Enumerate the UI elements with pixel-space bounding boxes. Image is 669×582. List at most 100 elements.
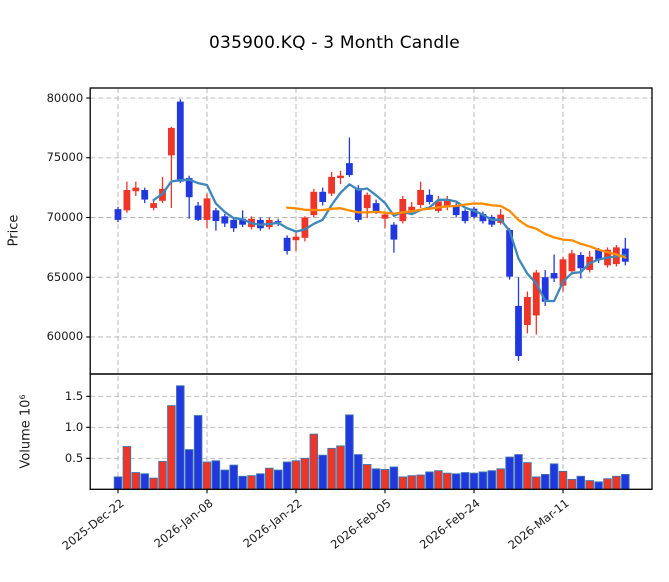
volume-bar bbox=[247, 475, 256, 490]
volume-bar bbox=[220, 469, 230, 490]
candle-body bbox=[150, 203, 157, 208]
candle-body bbox=[550, 273, 558, 279]
volume-bar bbox=[496, 468, 505, 490]
candle-body bbox=[123, 190, 131, 211]
volume-bar bbox=[282, 461, 292, 490]
candle-body bbox=[132, 187, 140, 192]
price-tick-label: 60000 bbox=[46, 329, 84, 344]
candle-body bbox=[328, 176, 335, 194]
candle-body bbox=[426, 194, 433, 202]
volume-bar bbox=[336, 445, 345, 490]
volume-bar bbox=[140, 473, 149, 490]
candle-body bbox=[479, 213, 487, 222]
candle-body bbox=[515, 305, 522, 357]
volume-bar bbox=[532, 476, 541, 490]
volume-bar bbox=[113, 476, 123, 490]
candle-body bbox=[506, 230, 513, 277]
candle-body bbox=[221, 216, 229, 224]
candle-body bbox=[461, 210, 469, 222]
candle-body bbox=[443, 198, 451, 208]
candle-body bbox=[435, 201, 442, 211]
candle-body bbox=[568, 253, 576, 272]
volume-bar bbox=[558, 470, 568, 490]
candle-body bbox=[230, 219, 238, 229]
price-tick-label: 75000 bbox=[46, 150, 84, 165]
candle-body bbox=[524, 296, 531, 326]
volume-bar bbox=[460, 472, 470, 490]
price-tick-label: 65000 bbox=[46, 269, 84, 284]
volume-bar bbox=[149, 477, 158, 490]
volume-bar bbox=[345, 414, 354, 490]
candle-body bbox=[203, 198, 211, 220]
volume-bar bbox=[612, 475, 621, 490]
candle-body bbox=[372, 203, 380, 211]
candle-body bbox=[212, 210, 220, 222]
candle-body bbox=[114, 209, 122, 220]
candle-body bbox=[559, 259, 567, 286]
volume-bar bbox=[603, 478, 612, 490]
volume-bar bbox=[621, 473, 630, 490]
volume-bar bbox=[469, 472, 479, 490]
volume-bar bbox=[131, 472, 141, 490]
candle-body bbox=[346, 163, 353, 176]
candle-body bbox=[176, 101, 184, 182]
volume-bar bbox=[594, 481, 603, 490]
volume-bar bbox=[211, 460, 221, 490]
candle-body bbox=[337, 175, 344, 179]
volume-bar bbox=[167, 405, 176, 490]
volume-bar bbox=[425, 471, 434, 490]
candle-body bbox=[239, 218, 246, 225]
volume-bar bbox=[407, 475, 416, 490]
volume-bar bbox=[443, 472, 452, 490]
volume-bar bbox=[416, 474, 425, 490]
price-axis-label: Price bbox=[6, 214, 22, 247]
candle-body bbox=[319, 191, 327, 202]
candle-body bbox=[194, 205, 202, 220]
volume-bar bbox=[122, 446, 132, 490]
volume-bar bbox=[318, 454, 327, 490]
ma5-line bbox=[152, 178, 627, 303]
candle-body bbox=[399, 198, 407, 222]
candle-body bbox=[390, 224, 398, 240]
volume-bar bbox=[380, 469, 390, 490]
price-tick-label: 80000 bbox=[46, 90, 84, 105]
candle-body bbox=[452, 205, 460, 216]
volume-bar bbox=[291, 460, 301, 490]
volume-bar bbox=[184, 449, 194, 490]
volume-bar bbox=[505, 456, 514, 490]
volume-bar bbox=[309, 433, 319, 490]
volume-bar bbox=[371, 468, 381, 490]
chart-title: 035900.KQ - 3 Month Candle bbox=[209, 33, 460, 53]
volume-bar bbox=[478, 471, 488, 490]
volume-bar bbox=[327, 447, 336, 490]
volume-bar bbox=[362, 464, 372, 490]
volume-bar bbox=[176, 385, 185, 490]
volume-bar bbox=[158, 460, 167, 490]
volume-bar bbox=[256, 473, 265, 490]
volume-bar bbox=[585, 480, 594, 490]
volume-tick-label: 1.5 bbox=[64, 388, 84, 403]
candle-body bbox=[577, 255, 585, 269]
candle-body bbox=[310, 191, 318, 216]
volume-panel-border bbox=[89, 373, 653, 490]
candle-body bbox=[595, 249, 602, 261]
candle-body bbox=[141, 190, 149, 200]
volume-bar bbox=[202, 461, 212, 490]
volume-bar bbox=[540, 473, 550, 490]
volume-bar bbox=[487, 470, 497, 490]
candle-body bbox=[168, 127, 175, 156]
candle-body bbox=[470, 208, 478, 217]
candle-body bbox=[381, 214, 389, 219]
volume-bar bbox=[229, 464, 238, 490]
volume-tick-label: 0.5 bbox=[64, 450, 84, 465]
volume-bar bbox=[523, 462, 532, 490]
volume-bar bbox=[273, 469, 283, 490]
candle-body bbox=[408, 206, 416, 211]
candle-body bbox=[283, 237, 291, 251]
volume-bar bbox=[514, 454, 523, 490]
volume-bar bbox=[567, 478, 577, 490]
candle-body bbox=[541, 277, 549, 302]
volume-bar bbox=[398, 476, 408, 490]
